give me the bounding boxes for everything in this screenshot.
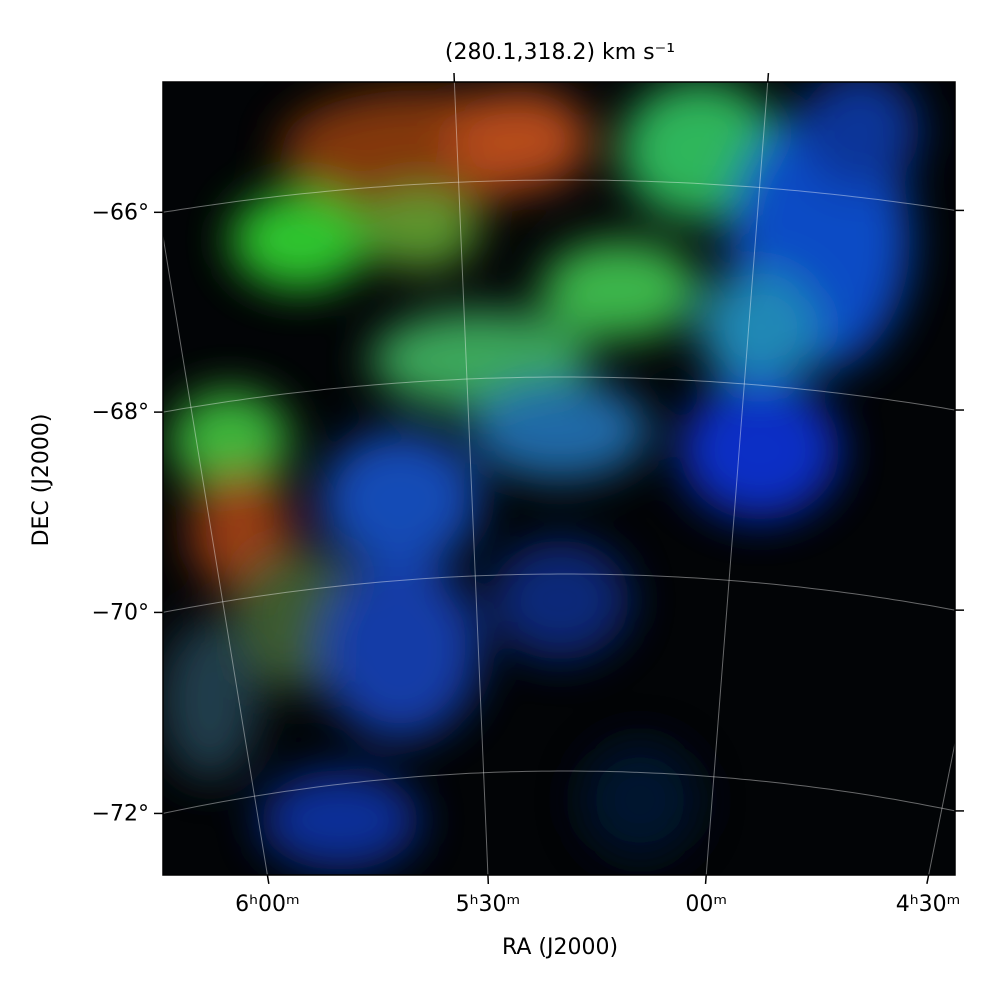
grid-line bbox=[453, 82, 489, 875]
image bbox=[163, 82, 955, 875]
y-tick-label: −70° bbox=[92, 600, 149, 625]
grid-line bbox=[163, 233, 268, 875]
grid-line bbox=[163, 376, 955, 413]
y-axis-label: DEC (J2000) bbox=[29, 414, 54, 547]
x-tick-label: 00ᵐ bbox=[685, 892, 727, 917]
x-tick-label: 5ʰ30ᵐ bbox=[456, 892, 521, 917]
tick-mark bbox=[266, 874, 270, 885]
chart-title: (280.1,318.2) km s⁻¹ bbox=[445, 40, 675, 65]
x-tick-label: 6ʰ00ᵐ bbox=[235, 892, 300, 917]
x-tick-label: 4ʰ30ᵐ bbox=[896, 892, 961, 917]
tick-mark bbox=[704, 874, 707, 885]
grid-line bbox=[163, 179, 955, 213]
y-tick-label: −68° bbox=[92, 400, 149, 425]
frame bbox=[162, 81, 956, 876]
tick-mark bbox=[766, 72, 770, 83]
grid-line bbox=[705, 82, 769, 875]
y-tick-label: −72° bbox=[92, 801, 149, 826]
x-axis-label: RA (J2000) bbox=[502, 935, 618, 960]
grid-line bbox=[163, 573, 955, 613]
y-tick-label: −66° bbox=[92, 200, 149, 225]
tick-mark bbox=[926, 874, 930, 884]
grid-line bbox=[163, 770, 955, 814]
